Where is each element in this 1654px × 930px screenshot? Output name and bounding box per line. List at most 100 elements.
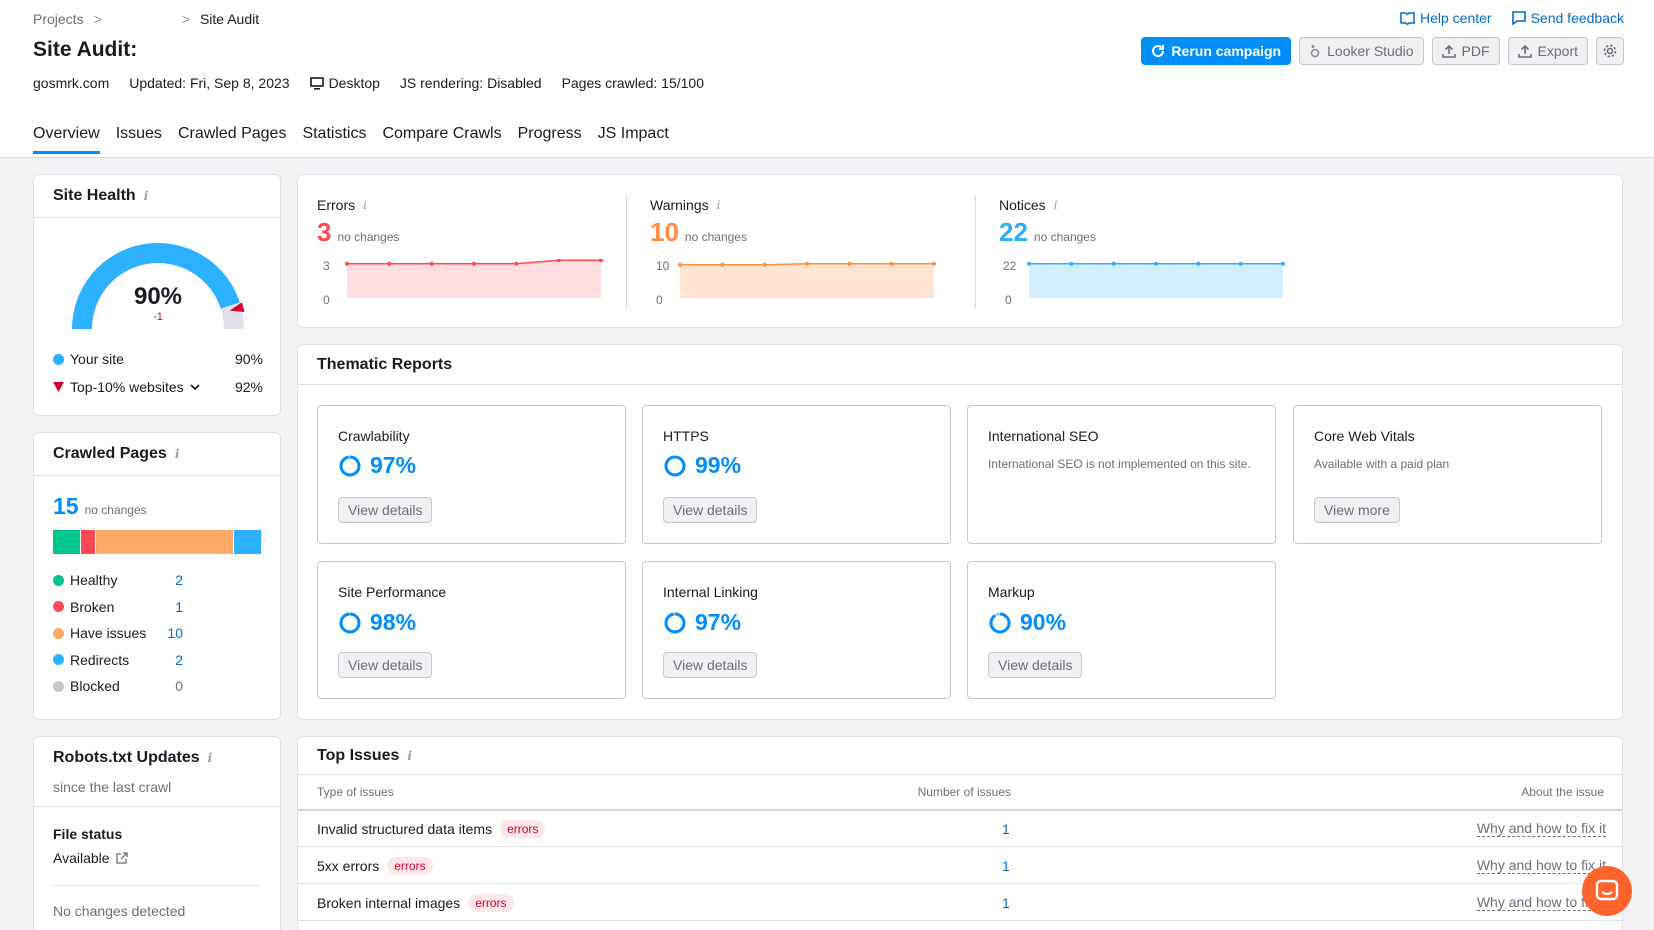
top-issues-title: Top Issues <box>317 747 400 764</box>
info-icon[interactable]: i <box>1053 198 1058 212</box>
crawled-pages-title: Crawled Pages <box>53 445 167 462</box>
issue-name[interactable]: 5xx errors <box>317 857 380 874</box>
crawled-pages-card: Crawled Pages i 15 no changes Healthy 2 … <box>33 432 281 720</box>
bar-segment-have-issues[interactable] <box>96 530 233 554</box>
robots-card: Robots.txt Updates i since the last craw… <box>33 736 281 930</box>
js-rendering: JS rendering: Disabled <box>399 75 542 91</box>
sparkline-point <box>1111 261 1116 266</box>
issue-count[interactable]: 22 <box>999 217 1028 247</box>
bar-segment-broken[interactable] <box>81 530 95 554</box>
thematic-card-button[interactable]: View details <box>338 497 433 523</box>
looker-icon <box>1310 45 1320 58</box>
issue-count-link[interactable]: 1 <box>1002 857 1010 874</box>
thematic-card-button[interactable]: View details <box>988 652 1083 678</box>
chat-launcher-button[interactable] <box>1582 866 1632 916</box>
settings-button[interactable] <box>1596 37 1624 65</box>
tab-js-impact[interactable]: JS Impact <box>597 125 669 142</box>
dot-icon <box>53 574 64 586</box>
thematic-card-internal-linking: Internal Linking 97% View details <box>642 561 951 699</box>
thematic-card-crawlability: Crawlability 97% View details <box>317 405 626 544</box>
tab-issues[interactable]: Issues <box>115 125 162 142</box>
info-icon[interactable]: i <box>143 189 149 203</box>
breadcrumb-projects[interactable]: Projects <box>33 11 84 27</box>
legend-top10[interactable]: Top-10% websites 92% <box>53 373 263 401</box>
thematic-card-button[interactable]: View more <box>1314 497 1400 523</box>
bar-segment-healthy[interactable] <box>53 530 81 554</box>
thematic-card-button[interactable]: View details <box>663 652 758 678</box>
issue-count-link[interactable]: 1 <box>1002 894 1010 911</box>
thematic-card-score[interactable]: 90% <box>1020 609 1067 635</box>
info-icon[interactable]: i <box>174 447 180 461</box>
looker-studio-button[interactable]: Looker Studio <box>1299 37 1424 65</box>
thematic-card-title: Site Performance <box>338 584 447 600</box>
sparkline <box>678 261 936 298</box>
tab-compare-crawls[interactable]: Compare Crawls <box>382 125 502 142</box>
thematic-card-score[interactable]: 97% <box>695 609 742 635</box>
thematic-card-score[interactable]: 98% <box>370 609 417 635</box>
thematic-card-title: Crawlability <box>338 428 410 444</box>
thematic-card-title: Internal Linking <box>663 584 758 600</box>
progress-ring-icon <box>664 612 686 633</box>
toolbar: Rerun campaign Looker Studio PDF Export <box>1141 37 1624 65</box>
info-icon[interactable]: i <box>207 751 213 765</box>
sparkline-point <box>1027 261 1031 266</box>
page-title: Site Audit: <box>33 38 138 61</box>
tab-progress[interactable]: Progress <box>517 125 582 142</box>
issue-name[interactable]: Broken internal images <box>317 894 461 911</box>
y-axis-max: 10 <box>656 259 670 273</box>
progress-ring-icon <box>989 612 1011 633</box>
thematic-card-title: Core Web Vitals <box>1314 428 1415 444</box>
rerun-campaign-button[interactable]: Rerun campaign <box>1141 37 1292 65</box>
info-icon[interactable]: i <box>716 198 721 212</box>
breadcrumb: Projects > > Site Audit <box>33 11 259 27</box>
error-badge: errors <box>500 819 546 838</box>
file-status-link[interactable]: Available <box>53 850 128 866</box>
why-fix-link[interactable]: Why and how to fix it <box>1476 857 1606 874</box>
thematic-card-score[interactable]: 97% <box>370 452 417 478</box>
tab-crawled-pages[interactable]: Crawled Pages <box>177 125 287 142</box>
sparkline-point <box>1154 261 1158 266</box>
info-icon[interactable]: i <box>363 198 367 212</box>
robots-title: Robots.txt Updates <box>53 749 200 766</box>
pages-crawled: Pages crawled: 15/100 <box>561 75 704 91</box>
info-icon[interactable]: i <box>407 749 412 763</box>
tab-statistics[interactable]: Statistics <box>302 125 367 142</box>
top-issues-card: Top Issues i Type of issues Number of is… <box>297 736 1623 930</box>
bar-segment-redirects[interactable] <box>233 530 261 554</box>
divider <box>975 195 976 309</box>
y-axis-min: 0 <box>323 293 330 307</box>
legend-item: Broken 1 <box>53 594 183 621</box>
issue-count[interactable]: 3 <box>317 217 332 247</box>
gauge-top10-marker <box>229 302 245 312</box>
why-fix-link[interactable]: Why and how to fix it <box>1476 820 1606 837</box>
sparkline-point <box>472 261 476 266</box>
sparkline-point <box>889 261 894 266</box>
project-domain: gosmrk.com <box>33 75 110 91</box>
file-status-label: File status <box>53 826 123 842</box>
site-health-card: Site Health i 90% -1 Your site 90% Top-1… <box>33 174 281 416</box>
issue-count[interactable]: 10 <box>650 217 679 247</box>
why-fix-link[interactable]: Why and how to fix it <box>1476 894 1606 911</box>
sparkline-point <box>599 259 603 263</box>
thematic-card-button[interactable]: View details <box>338 652 433 678</box>
breadcrumb-current: Site Audit <box>199 11 260 27</box>
crawled-pages-count[interactable]: 15 <box>53 493 79 519</box>
help-center-link[interactable]: Help center <box>1400 10 1492 26</box>
thematic-reports-title: Thematic Reports <box>317 356 453 373</box>
pdf-button[interactable]: PDF <box>1431 37 1500 65</box>
send-feedback-link[interactable]: Send feedback <box>1511 10 1624 26</box>
legend-item: Blocked 0 <box>53 673 183 700</box>
table-row: Invalid structured data items errors 1 W… <box>298 811 1622 847</box>
issue-count-link[interactable]: 1 <box>1002 820 1010 837</box>
sparkline-point <box>805 261 809 266</box>
thematic-card-core-web-vitals: Core Web Vitals Available with a paid pla… <box>1293 405 1602 544</box>
feedback-icon <box>1511 11 1526 25</box>
issue-name[interactable]: Invalid structured data items <box>317 820 493 837</box>
export-button[interactable]: Export <box>1507 37 1588 65</box>
site-health-delta: -1 <box>153 311 163 323</box>
y-axis-min: 0 <box>1005 293 1012 307</box>
thematic-card-button[interactable]: View details <box>663 497 758 523</box>
site-health-gauge <box>72 243 245 330</box>
thematic-card-score[interactable]: 99% <box>695 452 742 478</box>
tab-overview[interactable]: Overview <box>33 125 100 154</box>
